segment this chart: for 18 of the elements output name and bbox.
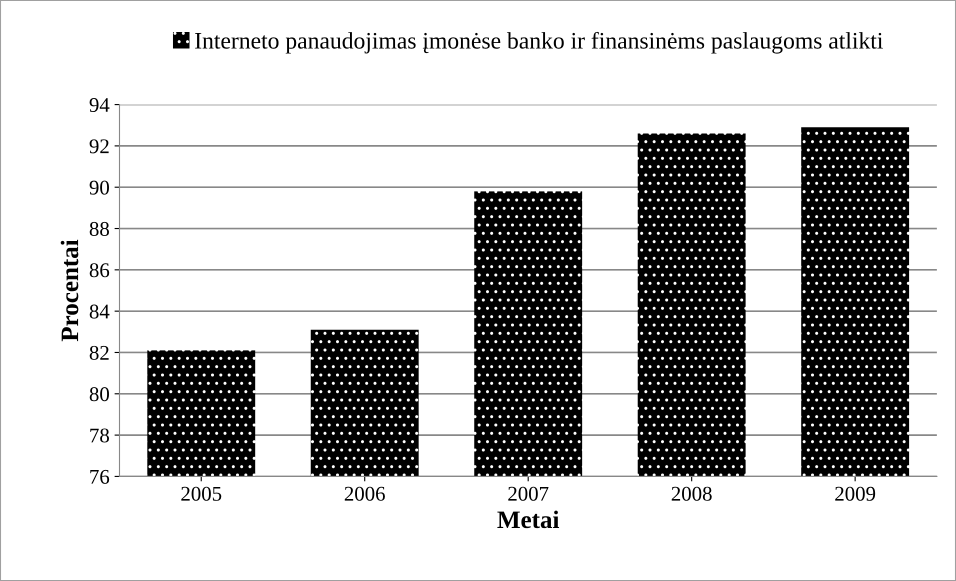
x-tick-label: 2005	[181, 486, 222, 501]
x-tick-label: 2007	[508, 486, 548, 501]
y-tick-label: 80	[90, 387, 109, 402]
x-tick-label: 2009	[835, 486, 876, 501]
y-tick-label: 92	[90, 139, 109, 154]
legend-label: Interneto panaudojimas įmonėse banko ir finansinėms paslaugoms atlikti	[195, 32, 883, 54]
y-tick-label: 86	[90, 263, 110, 278]
y-tick-label: 82	[90, 346, 109, 360]
x-tick-label: 2006	[344, 486, 385, 501]
x-axis-title: Metai	[497, 510, 560, 528]
y-tick-label: 90	[90, 180, 109, 195]
x-tick-label: 2008	[672, 486, 712, 501]
y-tick-label: 76	[90, 470, 110, 484]
y-tick-label: 78	[90, 428, 109, 443]
y-tick-label: 94	[90, 98, 110, 112]
y-tick-label: 88	[90, 222, 109, 236]
y-axis-title: Procentai	[60, 240, 78, 342]
y-tick-label: 84	[90, 304, 110, 319]
